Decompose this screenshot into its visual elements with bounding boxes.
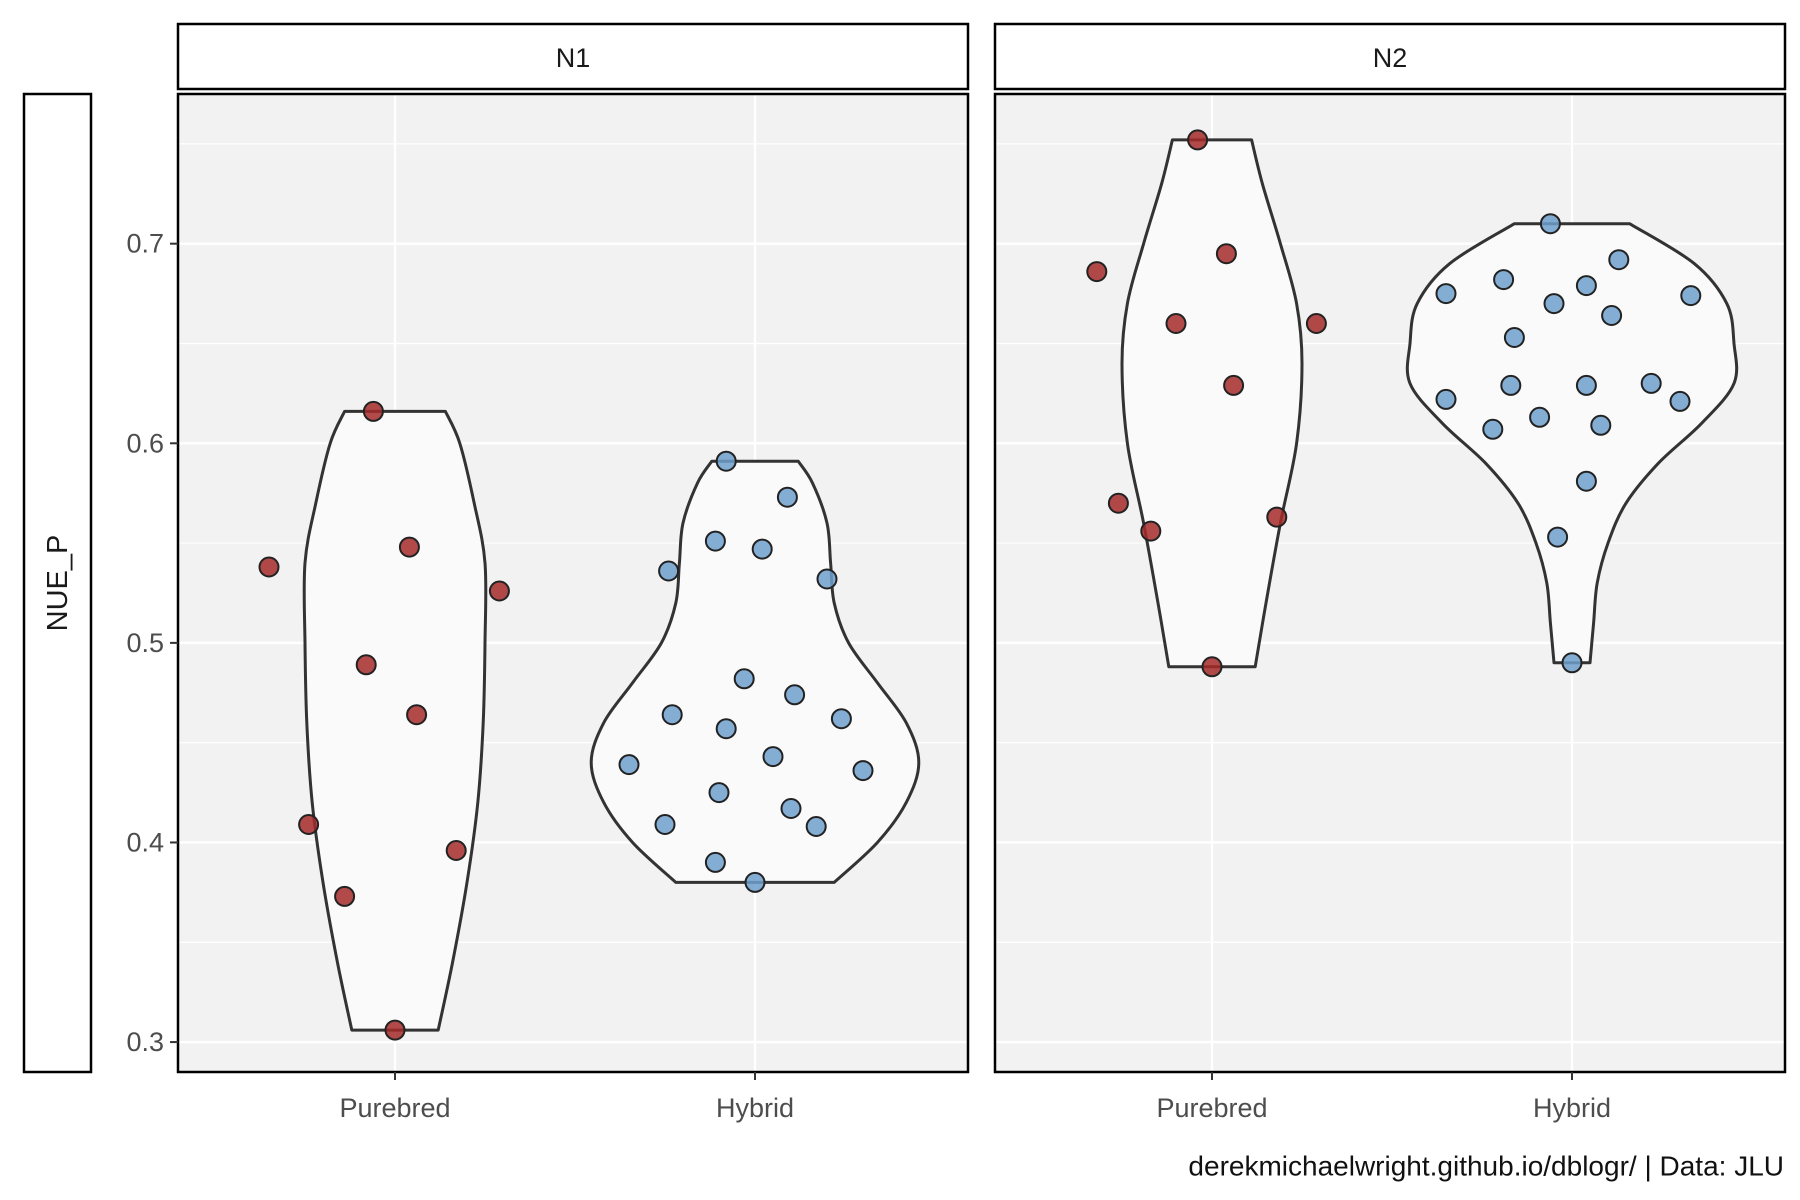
- data-point-n1-hybrid: [715, 450, 737, 472]
- data-point-n1-purebred: [362, 400, 384, 422]
- data-point-n2-hybrid: [1590, 414, 1612, 436]
- data-point-n2-purebred: [1107, 492, 1129, 514]
- data-point-n1-hybrid: [816, 568, 838, 590]
- y-tick-label: 0.4: [126, 827, 164, 857]
- data-point-n2-hybrid: [1435, 283, 1457, 305]
- facet-panel-n1: N1 Purebred Hybrid: [176, 22, 970, 1123]
- data-point-n2-hybrid: [1601, 305, 1623, 326]
- x-tick-label-purebred: Purebred: [1156, 1093, 1267, 1123]
- data-point-n2-hybrid: [1575, 470, 1597, 492]
- data-point-n2-hybrid: [1669, 390, 1691, 412]
- y-tick-label: 0.7: [126, 229, 164, 259]
- facet-strip-label-n2: N2: [1373, 43, 1408, 73]
- data-point-n2-hybrid: [1539, 213, 1561, 235]
- data-point-n2-purebred: [1223, 374, 1245, 396]
- y-tick-label: 0.5: [126, 628, 164, 658]
- data-point-n2-hybrid: [1547, 526, 1569, 548]
- data-point-n1-purebred: [258, 556, 280, 578]
- data-point-n1-purebred: [334, 885, 356, 907]
- data-point-n2-hybrid: [1493, 269, 1515, 291]
- data-point-n1-hybrid: [830, 708, 852, 730]
- panel-background-n2: [995, 94, 1785, 1072]
- data-point-n1-hybrid: [751, 538, 773, 560]
- data-point-n2-hybrid: [1680, 285, 1702, 307]
- panel-border-n2: [993, 92, 1787, 1074]
- data-point-n2-purebred: [1165, 313, 1187, 334]
- data-point-n1-purebred: [298, 814, 320, 835]
- data-point-n1-purebred: [445, 840, 467, 861]
- violin-n2-purebred: [1120, 138, 1304, 669]
- data-point-n1-hybrid: [744, 871, 766, 893]
- data-point-n2-hybrid: [1640, 372, 1662, 394]
- data-point-n2-purebred: [1140, 520, 1162, 542]
- data-point-n2-hybrid: [1575, 275, 1597, 297]
- data-point-n2-purebred: [1086, 261, 1108, 283]
- violin-n1-hybrid: [589, 459, 921, 884]
- data-point-n1-hybrid: [658, 560, 680, 582]
- data-point-n1-purebred: [406, 704, 428, 726]
- data-point-n2-hybrid: [1561, 652, 1583, 674]
- x-tick-label-hybrid: Hybrid: [1533, 1093, 1611, 1123]
- data-point-n2-purebred: [1266, 506, 1288, 528]
- data-point-n1-hybrid: [780, 798, 802, 819]
- data-point-n1-hybrid: [715, 718, 737, 740]
- caption: derekmichaelwright.github.io/dblogr/ | D…: [1188, 1151, 1784, 1182]
- data-point-n1-purebred: [384, 1019, 406, 1041]
- data-point-n1-hybrid: [704, 530, 726, 552]
- facet-strip-label-n1: N1: [556, 43, 591, 73]
- y-tick-label: 0.6: [126, 428, 164, 458]
- data-point-n2-purebred: [1215, 243, 1237, 265]
- data-point-n2-purebred: [1305, 313, 1327, 334]
- data-point-n2-hybrid: [1435, 388, 1457, 410]
- data-point-n2-hybrid: [1608, 249, 1630, 271]
- data-point-n1-hybrid: [852, 760, 874, 782]
- data-point-n1-hybrid: [708, 782, 730, 804]
- facet-strip-n2: [993, 22, 1787, 91]
- data-point-n1-hybrid: [784, 684, 806, 706]
- data-point-n1-hybrid: [661, 704, 683, 726]
- y-axis-title: NUE_P: [42, 535, 74, 632]
- data-point-n1-purebred: [398, 536, 420, 558]
- data-point-n1-hybrid: [805, 816, 827, 837]
- data-point-n1-hybrid: [654, 814, 676, 835]
- facet-panel-n2: N2 Purebred Hybrid: [993, 22, 1787, 1123]
- panel-border-n1: [176, 92, 970, 1074]
- x-tick-label-purebred: Purebred: [339, 1093, 450, 1123]
- data-point-n1-purebred: [355, 654, 377, 676]
- x-tick-label-hybrid: Hybrid: [716, 1093, 794, 1123]
- data-point-n2-hybrid: [1575, 374, 1597, 396]
- violin-n1-purebred: [302, 409, 488, 1032]
- facet-strip-n1: [176, 22, 970, 91]
- data-point-n1-hybrid: [618, 754, 640, 776]
- data-point-n1-purebred: [488, 580, 510, 602]
- data-point-n2-hybrid: [1482, 418, 1504, 440]
- data-point-n1-hybrid: [704, 851, 726, 873]
- data-point-n2-hybrid: [1503, 327, 1525, 348]
- data-point-n2-hybrid: [1529, 406, 1551, 428]
- violin-n2-hybrid: [1405, 222, 1739, 665]
- data-point-n2-purebred: [1187, 129, 1209, 151]
- y-axis-title-strip: NUE_P: [22, 92, 93, 1074]
- y-axis: 0.3 0.4 0.5 0.6 0.7: [126, 229, 178, 1057]
- data-point-n2-purebred: [1201, 656, 1223, 678]
- data-point-n1-hybrid: [733, 668, 755, 690]
- panel-background-n1: [178, 94, 968, 1072]
- y-tick-label: 0.3: [126, 1027, 164, 1057]
- data-point-n1-hybrid: [776, 486, 798, 508]
- data-point-n2-hybrid: [1543, 293, 1565, 315]
- data-point-n2-hybrid: [1500, 374, 1522, 396]
- data-point-n1-hybrid: [762, 746, 784, 768]
